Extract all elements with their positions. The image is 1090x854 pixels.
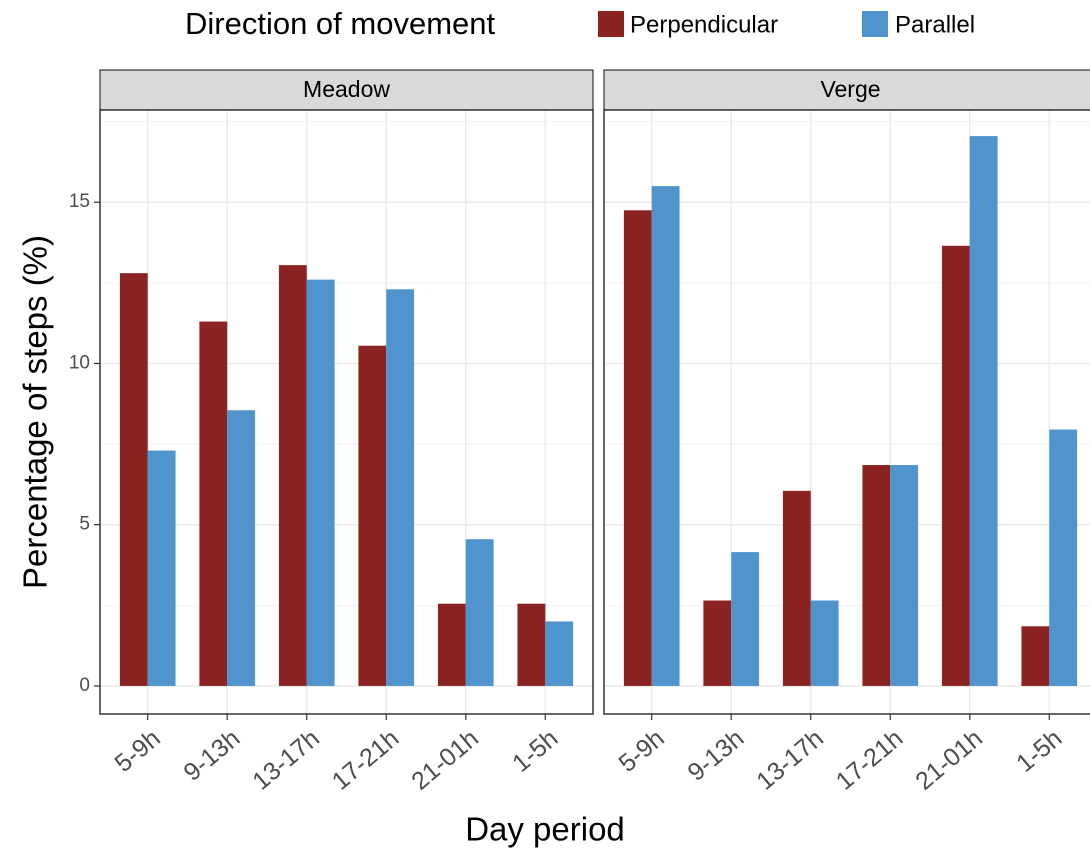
x-tick-label: 13-17h bbox=[247, 724, 325, 795]
bar bbox=[517, 603, 546, 686]
x-tick-label: 5-9h bbox=[613, 724, 669, 778]
panel bbox=[100, 110, 593, 714]
bar bbox=[651, 186, 680, 686]
panel-border bbox=[603, 109, 1090, 715]
bar bbox=[227, 410, 256, 686]
x-tick-label: 1-5h bbox=[1011, 724, 1067, 778]
bar bbox=[306, 279, 335, 686]
bar bbox=[358, 345, 387, 686]
panel bbox=[604, 110, 1090, 714]
x-tick-label: 1-5h bbox=[507, 724, 563, 778]
strip-title: Meadow bbox=[303, 76, 390, 102]
x-tick-label: 21-01h bbox=[406, 724, 484, 795]
legend-label: Parallel bbox=[895, 11, 975, 38]
legend-label: Perpendicular bbox=[630, 11, 778, 38]
panel-border bbox=[99, 109, 594, 715]
x-tick-label: 17-21h bbox=[327, 724, 405, 795]
x-axis-title: Day period bbox=[465, 811, 625, 848]
bar bbox=[1021, 626, 1050, 686]
y-tick-label: 15 bbox=[69, 191, 90, 212]
bar bbox=[465, 539, 494, 686]
strip bbox=[99, 69, 594, 111]
bar bbox=[1049, 429, 1078, 686]
bar bbox=[199, 321, 228, 686]
bar bbox=[890, 465, 919, 686]
y-tick-label: 5 bbox=[79, 514, 90, 535]
bar bbox=[941, 245, 970, 686]
bar bbox=[278, 265, 307, 686]
bar bbox=[731, 552, 760, 686]
x-tick-label: 9-13h bbox=[178, 724, 245, 787]
x-tick-label: 5-9h bbox=[109, 724, 165, 778]
bar bbox=[386, 289, 415, 686]
bar bbox=[703, 600, 732, 686]
bar bbox=[810, 600, 839, 686]
y-tick-label: 10 bbox=[69, 352, 90, 373]
y-axis-title: Percentage of steps (%) bbox=[17, 235, 54, 589]
x-tick-label: 17-21h bbox=[831, 724, 909, 795]
y-tick-label: 0 bbox=[79, 675, 90, 696]
bar bbox=[545, 621, 574, 686]
bar bbox=[437, 603, 466, 686]
x-tick-label: 9-13h bbox=[682, 724, 749, 787]
x-tick-label: 13-17h bbox=[751, 724, 829, 795]
bar bbox=[862, 465, 891, 686]
strip-title: Verge bbox=[820, 76, 880, 102]
x-tick-label: 21-01h bbox=[910, 724, 988, 795]
legend-key bbox=[862, 11, 888, 37]
bar bbox=[623, 210, 652, 686]
legend-key bbox=[598, 11, 624, 37]
bar bbox=[119, 273, 148, 686]
bar bbox=[782, 490, 811, 686]
legend-title: Direction of movement bbox=[185, 6, 496, 41]
bar bbox=[147, 450, 176, 686]
bar bbox=[969, 136, 998, 686]
